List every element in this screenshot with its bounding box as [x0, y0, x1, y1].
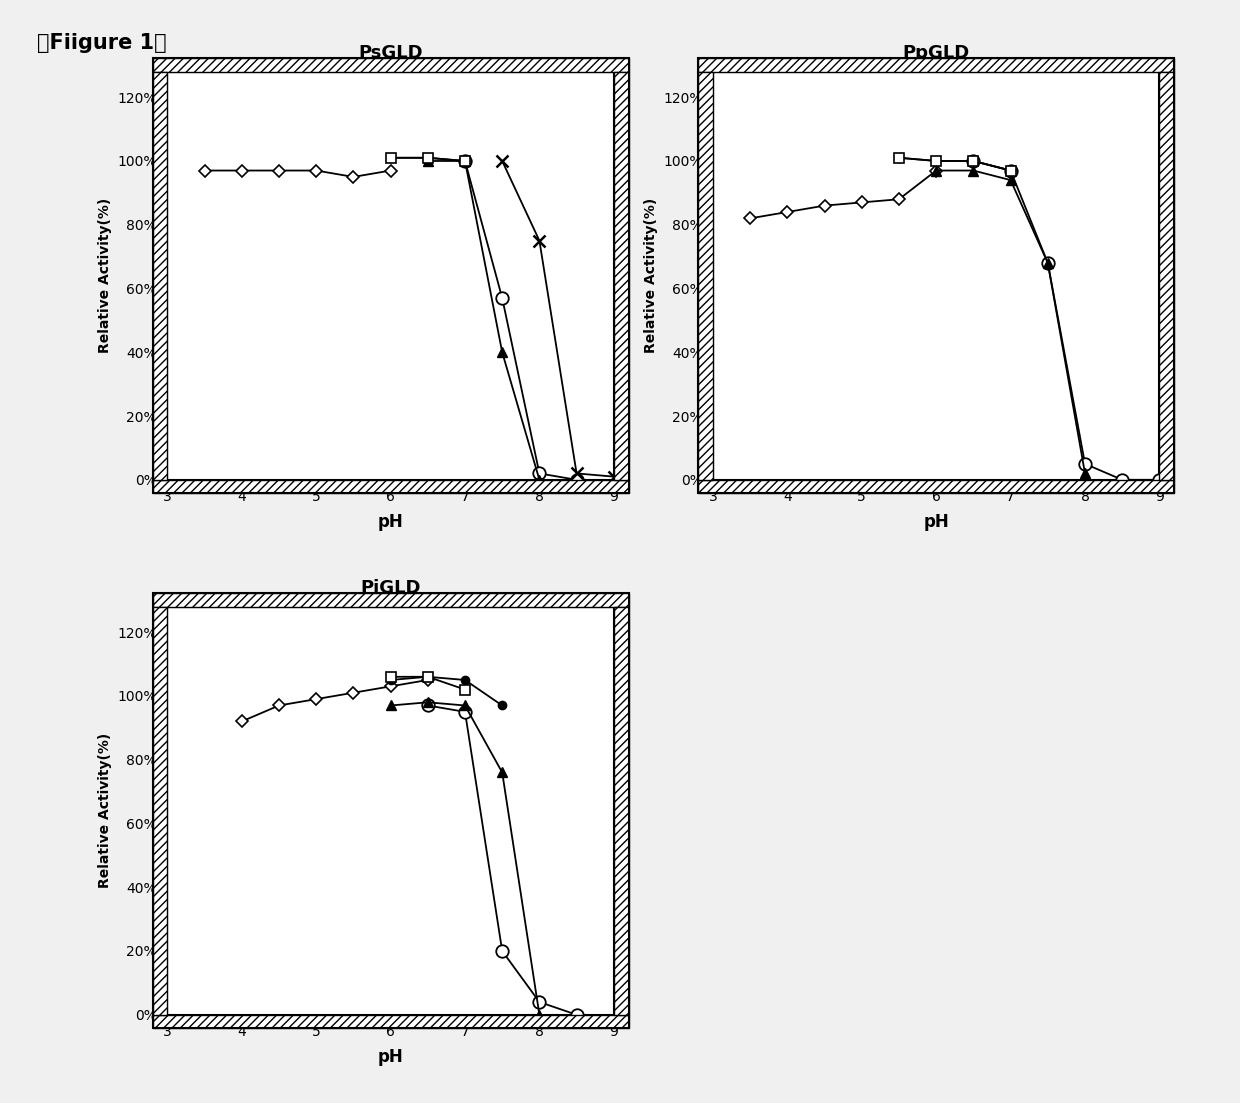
Title: PsGLD: PsGLD — [358, 44, 423, 62]
X-axis label: pH: pH — [924, 513, 949, 531]
Y-axis label: Relative Activity(%): Relative Activity(%) — [644, 199, 657, 353]
Y-axis label: Relative Activity(%): Relative Activity(%) — [98, 199, 112, 353]
X-axis label: pH: pH — [378, 1048, 403, 1065]
Text: 【Fiigure 1】: 【Fiigure 1】 — [37, 33, 167, 53]
Title: PjGLD: PjGLD — [361, 579, 420, 597]
Y-axis label: Relative Activity(%): Relative Activity(%) — [98, 733, 112, 888]
X-axis label: pH: pH — [378, 513, 403, 531]
Title: PpGLD: PpGLD — [903, 44, 970, 62]
